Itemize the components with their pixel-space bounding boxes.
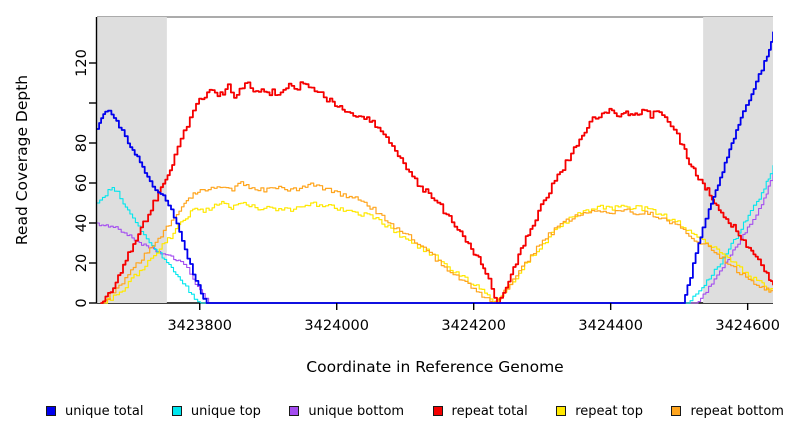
series-line-repeat-total: [100, 81, 773, 304]
series-line-repeat-bottom: [101, 181, 773, 304]
y-tick-label: 40: [74, 214, 90, 232]
legend-label: unique total: [65, 403, 144, 419]
legend-item-repeat-bottom: repeat bottom: [671, 404, 784, 419]
legend-label: unique top: [190, 403, 261, 419]
legend-item-unique-top: unique top: [171, 403, 261, 419]
chart-series: [97, 31, 773, 304]
repeat-top-swatch-icon: [556, 406, 567, 416]
x-tick-label: 3424000: [304, 318, 369, 334]
x-tick-label: 3424400: [578, 318, 643, 334]
legend-item-repeat-top: repeat top: [556, 404, 643, 419]
legend-label: unique bottom: [308, 403, 405, 419]
repeat-bottom-swatch-icon: [671, 406, 682, 416]
y-tick-label: 120: [74, 49, 90, 77]
chart-legend: unique total unique top unique bottom re…: [46, 398, 784, 424]
y-tick-label: 20: [74, 254, 90, 272]
x-tick-label: 3424600: [715, 318, 780, 334]
series-line-repeat-top: [104, 200, 773, 304]
x-tick-label: 3424200: [441, 318, 506, 334]
shaded-region: [703, 17, 773, 303]
coverage-plot-canvas: 3423800 3424000 3424200 3424400 3424600 0 20 40…: [13, 16, 780, 376]
chart-base: [97, 16, 773, 304]
legend-label: repeat bottom: [690, 403, 784, 419]
x-tick-label: 3423800: [167, 318, 232, 334]
legend-label: repeat top: [575, 403, 643, 419]
chart-axes: 3423800 3424000 3424200 3424400 3424600 0 20 40…: [74, 17, 780, 334]
x-axis-title: Coordinate in Reference Genome: [306, 358, 563, 376]
unique-bottom-swatch-icon: [289, 406, 300, 416]
y-axis-title: Read Coverage Depth: [13, 75, 31, 245]
legend-label: repeat total: [451, 403, 528, 419]
shaded-region: [97, 17, 167, 303]
y-tick-label: 0: [74, 298, 90, 307]
repeat-total-swatch-icon: [432, 406, 443, 416]
unique-total-swatch-icon: [46, 406, 56, 416]
unique-top-swatch-icon: [171, 406, 182, 416]
legend-item-unique-total: unique total: [46, 404, 143, 419]
legend-item-unique-bottom: unique bottom: [289, 404, 404, 419]
y-tick-label: 80: [74, 134, 90, 152]
series-line-unique-total: [97, 31, 773, 304]
legend-item-repeat-total: repeat total: [432, 403, 528, 419]
y-tick-label: 60: [74, 174, 90, 192]
